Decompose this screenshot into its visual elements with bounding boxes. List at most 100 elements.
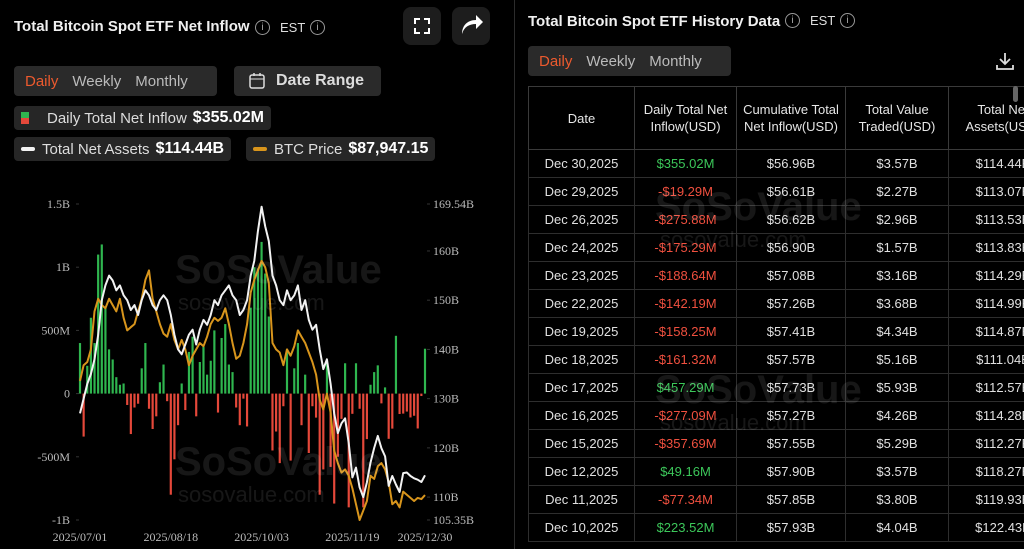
value-cell: $57.41B [736, 317, 846, 346]
bar [387, 393, 390, 439]
info-icon[interactable]: i [310, 20, 325, 35]
info-icon[interactable]: i [255, 20, 270, 35]
value-cell: $57.26B [736, 289, 846, 318]
value-cell: $5.29B [845, 429, 949, 458]
value-cell: $114.28B [948, 401, 1024, 430]
bar [198, 362, 201, 394]
tab[interactable]: Monthly [135, 72, 188, 90]
y2-tick-label: 140B [433, 342, 459, 356]
value-cell: $3.80B [845, 485, 949, 514]
x-tick-label: 2025/07/01 [53, 530, 108, 544]
column-header: Total Value Traded(USD) [845, 86, 949, 150]
bar [373, 372, 376, 394]
value-cell: $3.68B [845, 289, 949, 318]
date-cell: Dec 10,2025 [528, 513, 635, 542]
value-cell: $114.87B [948, 317, 1024, 346]
tab[interactable]: Daily [539, 52, 573, 70]
date-range-label: Date Range [276, 72, 365, 89]
value-cell: $56.90B [736, 233, 846, 262]
info-icon[interactable]: i [840, 13, 855, 28]
bar [93, 343, 96, 394]
value-cell: $5.16B [845, 345, 949, 374]
bar [104, 307, 107, 394]
date-cell: Dec 22,2025 [528, 289, 635, 318]
bar [180, 383, 183, 394]
bar [405, 393, 408, 412]
bar [260, 241, 263, 394]
legend-value: $87,947.15 [348, 140, 429, 157]
chart: -1B -500M 0 500M 1B 1.5B 105.35B 110B 120B 130B 14… [37, 197, 474, 544]
expand-button[interactable] [403, 7, 441, 45]
bar [158, 382, 161, 394]
date-cell: Dec 24,2025 [528, 233, 635, 262]
panel-title: Total Bitcoin Spot ETF Net Inflow [14, 18, 250, 35]
share-button[interactable] [452, 7, 490, 45]
date-cell: Dec 12,2025 [528, 457, 635, 486]
value-cell: $49.16M [634, 457, 737, 486]
bar [420, 393, 423, 397]
bar [137, 393, 140, 404]
bar [282, 393, 285, 407]
value-cell: -$19.29M [634, 177, 737, 206]
bar [264, 273, 267, 394]
table-row: Dec 10,2025$223.52M$57.93B$4.04B$122.43B [528, 513, 1024, 542]
timezone: EST [280, 20, 306, 35]
value-cell: $57.27B [736, 401, 846, 430]
value-cell: $223.52M [634, 513, 737, 542]
bar [140, 368, 143, 394]
date-cell: Dec 30,2025 [528, 149, 635, 178]
value-cell: $57.55B [736, 429, 846, 458]
table-row: Dec 26,2025 -$275.88M $56.62B $2.96B $113.53… [528, 205, 1024, 234]
table-row: Dec 19,2025 -$158.25M $57.41B $4.34B $114.87… [528, 317, 1024, 346]
table-row: Dec 29,2025-$19.29M$56.61B$2.27B$113.07B [528, 177, 1024, 206]
bar [423, 348, 427, 394]
legend-swatch [21, 147, 35, 151]
bar [166, 393, 169, 402]
value-cell: $57.08B [736, 261, 846, 290]
bar [195, 393, 198, 417]
value-cell: $2.96B [845, 205, 949, 234]
info-icon[interactable]: i [785, 13, 800, 28]
value-cell: $4.26B [845, 401, 949, 430]
y2-tick-label: 160B [433, 244, 459, 258]
date-cell: Dec 26,2025 [528, 205, 635, 234]
column-header: Daily Total Net Inflow(USD) [634, 86, 737, 150]
scrollbar[interactable] [1013, 86, 1018, 102]
value-cell: $114.44B [948, 149, 1024, 178]
date-cell: Dec 16,2025 [528, 401, 635, 430]
bar [187, 351, 191, 394]
tab[interactable]: Weekly [586, 52, 636, 70]
bar [155, 393, 158, 417]
table-row: Dec 24,2025 -$175.29M $56.90B $1.57B $113.83… [528, 233, 1024, 262]
bar [242, 393, 245, 399]
right-tabs: Daily Weekly Monthly [528, 46, 731, 76]
bar [147, 393, 151, 409]
date-cell: Dec 15,2025 [528, 429, 635, 458]
download-icon[interactable] [994, 50, 1016, 72]
legend-item: BTC Price $87,947.15 [246, 137, 436, 161]
date-cell: Dec 11,2025 [528, 485, 635, 514]
tab[interactable]: Monthly [649, 52, 702, 70]
bar [369, 384, 372, 394]
bar [86, 365, 89, 394]
legend-swatch [253, 147, 267, 151]
value-cell: $3.57B [845, 457, 949, 486]
y2-tick-label: 130B [433, 392, 459, 406]
value-cell: -$158.25M [634, 317, 737, 346]
bar [394, 335, 398, 394]
tab[interactable]: Weekly [72, 72, 122, 90]
column-header: Total Net Assets(USD) [948, 86, 1024, 150]
date-range-button[interactable]: Date Range [234, 66, 381, 96]
legend-label: Daily Total Net Inflow [47, 109, 187, 127]
tab[interactable]: Daily [25, 72, 59, 90]
bar [383, 387, 387, 394]
bar [391, 393, 394, 429]
value-cell: $112.57B [948, 373, 1024, 402]
bar [307, 393, 310, 454]
legend-value: $114.44B [155, 140, 225, 157]
table-row: Dec 18,2025 -$161.32M $57.57B $5.16B $111.04… [528, 345, 1024, 374]
value-cell: $113.83B [948, 233, 1024, 262]
value-cell: $114.29B [948, 261, 1024, 290]
bar [278, 393, 281, 464]
bar [191, 336, 194, 394]
